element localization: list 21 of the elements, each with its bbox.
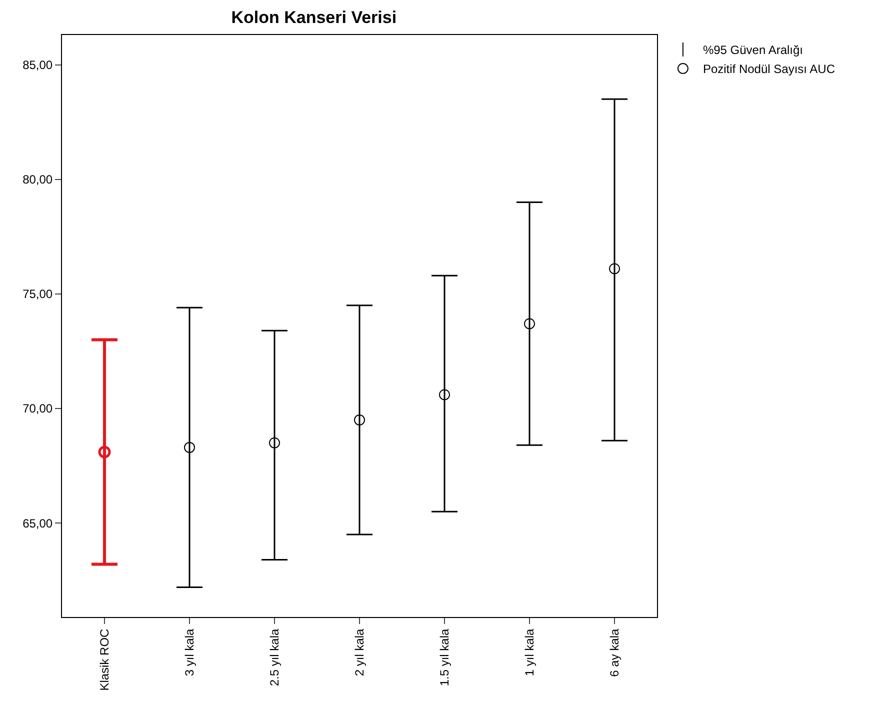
y-tick-label: 85,00 [22, 58, 53, 72]
point [609, 263, 620, 274]
y-tick-label: 65,00 [22, 516, 53, 530]
legend-label: Pozitif Nodül Sayısı AUC [702, 62, 836, 76]
point [184, 442, 195, 453]
x-tick-label: 6 ay kala [607, 628, 622, 677]
y-tick-label: 70,00 [22, 402, 53, 416]
x-tick-label: 2 yıl kala [352, 628, 366, 676]
point [354, 414, 365, 426]
x-tick-label: 1.5 yıl kala [437, 628, 452, 686]
y-tick-label: 80,00 [22, 172, 53, 187]
x-tick-label: 1 yıl kala [522, 628, 536, 676]
point [439, 389, 450, 400]
chart-title: Kolon Kanseri Verisi [231, 8, 397, 27]
x-tick-label: Klasik ROC [97, 628, 112, 691]
text: %95 Güven Aralığı [702, 43, 804, 58]
x-tick-label: 3 yıl kala [182, 628, 196, 676]
x-tick-label: 2.5 yıl kala [267, 628, 282, 686]
point [269, 437, 280, 448]
point [524, 318, 535, 330]
y-tick-label: 75,00 [22, 287, 53, 302]
